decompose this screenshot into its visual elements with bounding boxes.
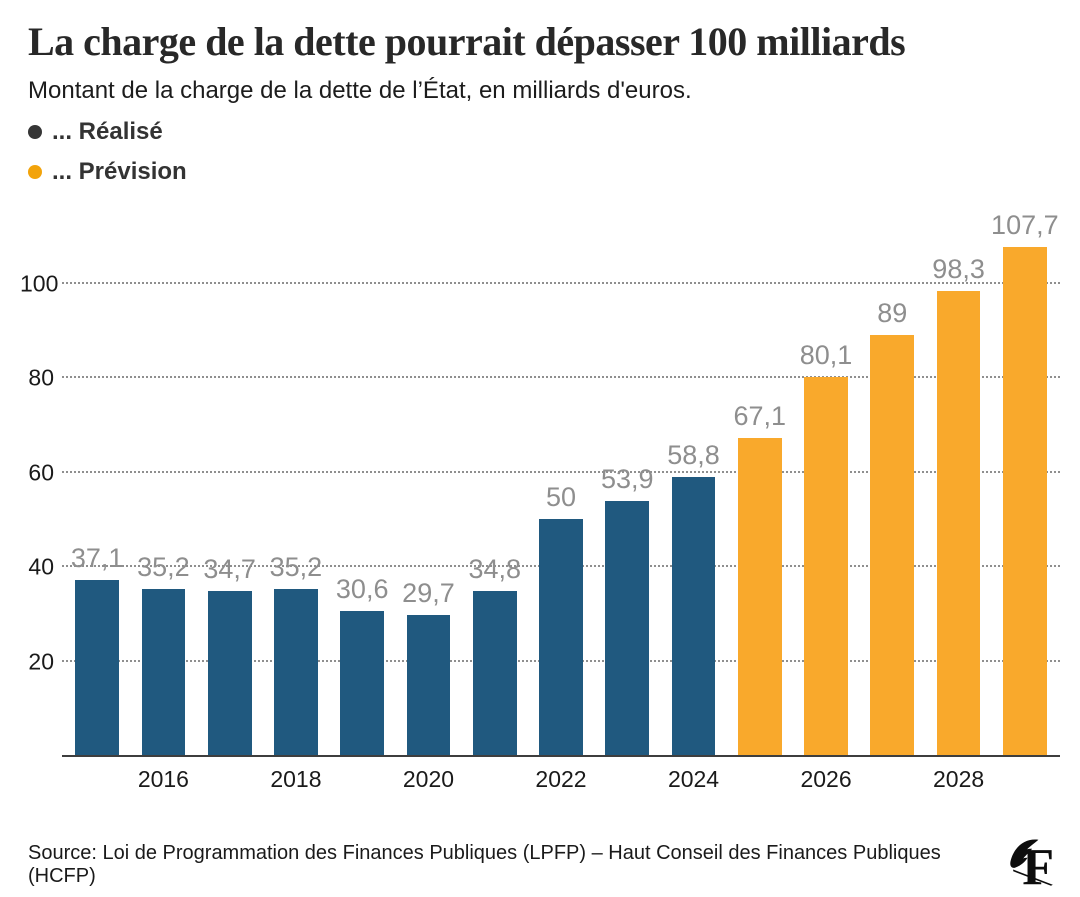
bar-2026 bbox=[804, 376, 848, 755]
source-note: Source: Loi de Programmation des Finance… bbox=[28, 842, 941, 887]
bar-2027 bbox=[870, 334, 915, 755]
y-tick-label-100: 100 bbox=[20, 270, 59, 297]
quill-shaft-icon bbox=[1013, 869, 1053, 886]
bar-column-2019: 30,6 bbox=[329, 245, 395, 755]
realise-dot-icon bbox=[28, 125, 42, 139]
bar-value-label-2017: 34,7 bbox=[203, 554, 256, 585]
prevision-dot-icon bbox=[28, 165, 42, 179]
x-tick-spacer-2023 bbox=[594, 765, 660, 793]
bar-2019 bbox=[340, 610, 385, 755]
bar-value-label-2022: 50 bbox=[545, 482, 577, 512]
y-tick-label-60: 60 bbox=[28, 459, 54, 486]
plot-area: 20 40 60 80 100 37,1 35,2 34,7 35,2 30,6 29,7 34,8 5… bbox=[20, 211, 1060, 757]
y-tick-label-40: 40 bbox=[28, 553, 54, 580]
bar-column-2027: 89 bbox=[859, 245, 925, 755]
bar-value-label-2027: 89 bbox=[877, 297, 908, 328]
bar-value-label-2028: 98,3 bbox=[932, 254, 985, 285]
bar-2023 bbox=[605, 500, 650, 755]
bar-value-label-2025: 67,1 bbox=[733, 401, 787, 432]
bar-column-2017: 34,7 bbox=[197, 245, 263, 755]
bar-2018 bbox=[274, 588, 318, 755]
bar-value-label-2021: 34,8 bbox=[468, 553, 521, 584]
bar-column-2015: 37,1 bbox=[64, 245, 130, 755]
bar-2020 bbox=[406, 614, 451, 755]
bar-column-2029: 107,7 bbox=[991, 211, 1059, 755]
bar-2029 bbox=[1002, 246, 1047, 755]
bar-value-label-2020: 29,7 bbox=[402, 577, 455, 608]
bar-column-2018: 35,2 bbox=[263, 245, 329, 755]
y-tick-label-20: 20 bbox=[28, 648, 54, 675]
x-tick-spacer-2029 bbox=[992, 765, 1058, 793]
bar-2017 bbox=[207, 591, 252, 755]
bar-value-label-2018: 35,2 bbox=[269, 551, 323, 582]
chart-subtitle: Montant de la charge de la dette de l’Ét… bbox=[28, 77, 692, 104]
bar-column-2023: 53,9 bbox=[594, 245, 660, 755]
bar-value-label-2016: 35,2 bbox=[137, 551, 190, 582]
page-title: La charge de la dette pourrait dépasser … bbox=[28, 19, 906, 64]
legend-item-prevision: ... Prévision bbox=[28, 152, 1060, 192]
x-tick-label-2026: 2026 bbox=[800, 766, 852, 792]
gridline-60: 60 bbox=[28, 461, 1060, 484]
x-tick-label-2016: 2016 bbox=[137, 766, 189, 792]
x-axis-labels: 2016 2018 2020 2022 2024 2026 2028 bbox=[62, 765, 1060, 793]
bar-column-2021: 34,8 bbox=[462, 245, 528, 755]
x-tick-spacer-2021 bbox=[462, 765, 528, 793]
bar-2021 bbox=[472, 590, 517, 755]
bar-2015 bbox=[75, 579, 119, 755]
x-tick-spacer-2027 bbox=[859, 765, 925, 793]
bar-value-label-2023: 53,9 bbox=[600, 463, 654, 494]
bar-2022 bbox=[539, 519, 583, 755]
x-tick-label-2018: 2018 bbox=[270, 766, 322, 792]
bar-column-2028: 98,3 bbox=[925, 245, 991, 755]
bars-container: 37,1 35,2 34,7 35,2 30,6 29,7 34,8 50 53,9 58,8 67… bbox=[62, 211, 1060, 755]
legend-label-realise: ... Réalisé bbox=[52, 118, 163, 145]
bar-value-label-2024: 58,8 bbox=[667, 440, 720, 471]
bar-value-label-2019: 30,6 bbox=[335, 573, 389, 604]
bar-chart: 20 40 60 80 100 37,1 35,2 34,7 35,2 30,6 29,7 34,8 5… bbox=[20, 211, 1060, 793]
bar-value-label-2015: 37,1 bbox=[70, 542, 124, 573]
gridline-80: 80 bbox=[28, 366, 1060, 389]
quill-feather-icon bbox=[1010, 839, 1039, 868]
x-tick-label-2028: 2028 bbox=[933, 766, 985, 792]
figure-footer: Source: Loi de Programmation des Finance… bbox=[28, 837, 1060, 893]
x-tick-spacer-2025 bbox=[727, 765, 793, 793]
legend-label-prevision: ... Prévision bbox=[52, 158, 187, 185]
chart-legend: ... Réalisé ... Prévision bbox=[28, 112, 1060, 192]
bar-column-2022: 50 bbox=[528, 245, 594, 755]
gridline-100: 100 bbox=[20, 272, 1060, 295]
bar-2028 bbox=[936, 291, 981, 755]
bar-column-2020: 29,7 bbox=[395, 245, 461, 755]
bar-2016 bbox=[141, 588, 186, 755]
bar-value-label-2029: 107,7 bbox=[991, 209, 1059, 240]
bar-2025 bbox=[737, 438, 782, 755]
bar-column-2025: 67,1 bbox=[727, 245, 793, 755]
bar-2024 bbox=[671, 477, 716, 755]
bar-column-2016: 35,2 bbox=[130, 245, 196, 755]
x-tick-label-2020: 2020 bbox=[402, 766, 455, 792]
x-tick-spacer-2017 bbox=[197, 765, 263, 793]
x-tick-label-2024: 2024 bbox=[667, 766, 720, 792]
y-tick-label-80: 80 bbox=[28, 364, 54, 391]
bar-column-2026: 80,1 bbox=[793, 245, 859, 755]
x-tick-label-2022: 2022 bbox=[535, 766, 587, 792]
le-figaro-logo: F bbox=[1006, 837, 1060, 893]
legend-item-realise: ... Réalisé bbox=[28, 112, 1060, 152]
x-tick-spacer-2019 bbox=[329, 765, 395, 793]
bar-value-label-2026: 80,1 bbox=[799, 339, 853, 370]
x-tick-spacer-2015 bbox=[64, 765, 130, 793]
bar-column-2024: 58,8 bbox=[660, 245, 726, 755]
